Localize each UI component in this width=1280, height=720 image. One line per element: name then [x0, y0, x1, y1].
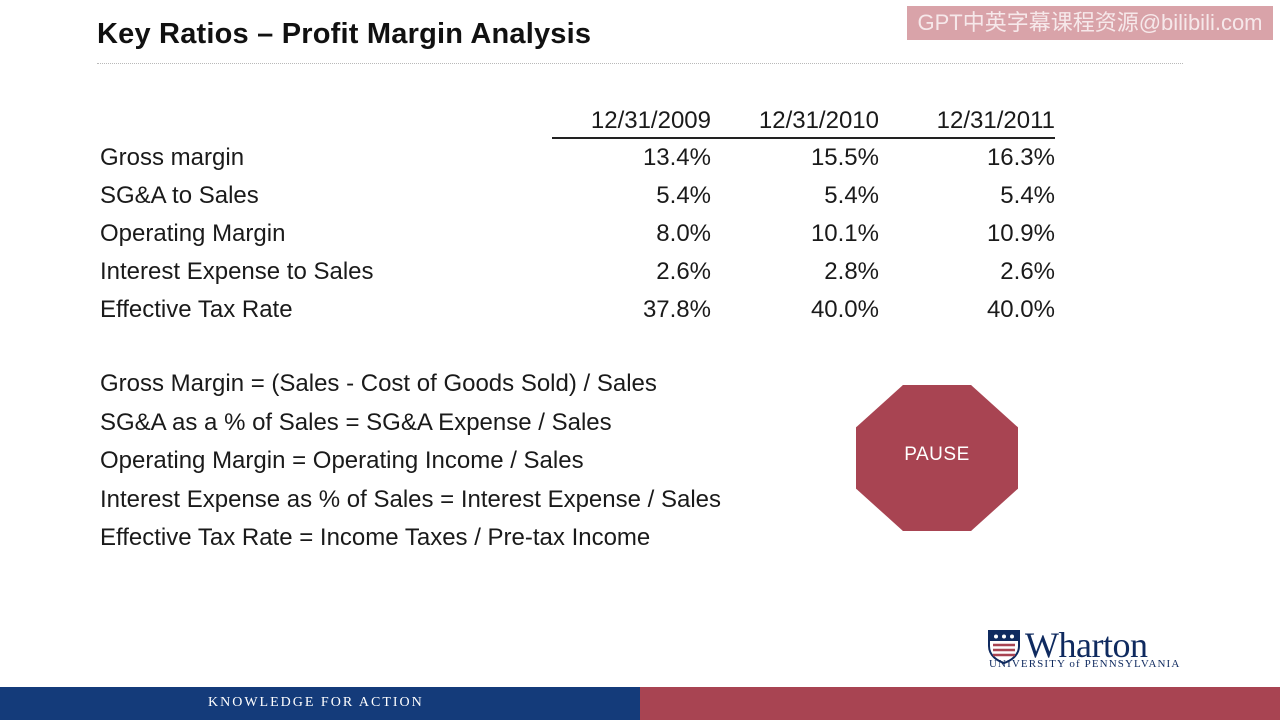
pause-stop-sign: PAUSE: [856, 385, 1018, 531]
table-row: Interest Expense to Sales 2.6% 2.8% 2.6%: [97, 253, 1055, 291]
slide-title: Key Ratios – Profit Margin Analysis: [97, 18, 592, 50]
row-label: Gross margin: [100, 143, 245, 171]
row-value: 8.0%: [656, 220, 711, 247]
formula-gross-margin: Gross Margin = (Sales - Cost of Goods So…: [100, 370, 657, 397]
wharton-logo: Wharton UNIVERSITY of PENNSYLVANIA: [988, 625, 1193, 672]
row-value: 2.6%: [1000, 258, 1055, 285]
row-label: Interest Expense to Sales: [100, 258, 374, 285]
row-value: 5.4%: [1000, 182, 1055, 209]
row-label: SG&A to Sales: [100, 182, 259, 209]
pause-label: PAUSE: [904, 444, 970, 465]
row-value: 37.8%: [642, 296, 711, 323]
formula-operating-margin: Operating Margin = Operating Income / Sa…: [100, 447, 584, 474]
formula-list: Gross Margin = (Sales - Cost of Goods So…: [100, 365, 721, 558]
row-value: 2.8%: [824, 258, 879, 285]
footer-bar-maroon: [640, 687, 1280, 720]
footer-tagline: KNOWLEDGE FOR ACTION: [208, 695, 424, 710]
watermark: GPT中英字幕课程资源@bilibili.com: [907, 6, 1273, 40]
row-label: Effective Tax Rate: [100, 296, 293, 323]
row-label: Operating Margin: [100, 220, 286, 247]
penn-shield-icon: [988, 630, 1020, 664]
table-row: Operating Margin 8.0% 10.1% 10.9%: [97, 215, 1055, 253]
footer-bar-navy: KNOWLEDGE FOR ACTION: [0, 687, 640, 720]
row-value: 15.5%: [810, 144, 879, 171]
column-header: 12/31/2009: [552, 97, 711, 139]
column-header: 12/31/2011: [879, 97, 1055, 139]
formula-effective-tax-rate: Effective Tax Rate = Income Taxes / Pre-…: [100, 524, 651, 551]
row-value: 10.1%: [810, 220, 879, 247]
ratios-table: 12/31/2009 12/31/2010 12/31/2011 Gross m…: [97, 97, 1055, 329]
table-row: SG&A to Sales 5.4% 5.4% 5.4%: [97, 177, 1055, 215]
logo-wordmark: Wharton: [1025, 625, 1148, 665]
logo-subtitle: UNIVERSITY of PENNSYLVANIA: [989, 658, 1181, 670]
table-row: Effective Tax Rate 37.8% 40.0% 40.0%: [97, 291, 1055, 329]
formula-interest-expense: Interest Expense as % of Sales = Interes…: [100, 485, 722, 513]
row-value: 40.0%: [986, 296, 1055, 323]
title-divider: [97, 63, 1183, 64]
header-blank-cell: [97, 97, 552, 138]
row-value: 5.4%: [824, 182, 879, 209]
row-value: 5.4%: [656, 182, 711, 209]
table-header-row: 12/31/2009 12/31/2010 12/31/2011: [97, 97, 1055, 139]
row-value: 16.3%: [986, 144, 1055, 171]
table-row: Gross margin 13.4% 15.5% 16.3%: [97, 138, 1055, 177]
row-value: 13.4%: [642, 144, 711, 171]
column-header: 12/31/2010: [711, 97, 879, 139]
row-value: 2.6%: [656, 258, 711, 285]
row-value: 10.9%: [986, 220, 1055, 247]
formula-sga: SG&A as a % of Sales = SG&A Expense / Sa…: [100, 408, 612, 436]
row-value: 40.0%: [810, 296, 879, 323]
